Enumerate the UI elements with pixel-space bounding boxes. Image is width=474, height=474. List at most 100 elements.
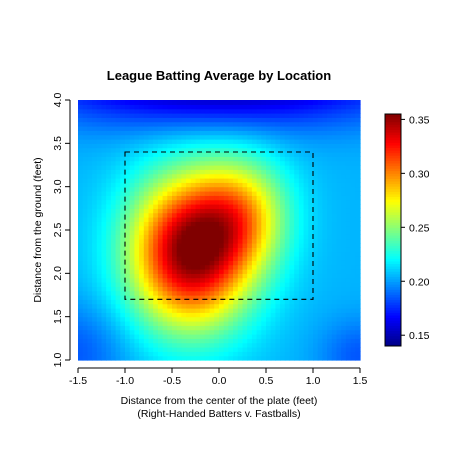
heatmap-cell [120,212,126,218]
heatmap-cell [261,100,267,105]
heatmap-cell [209,208,215,214]
heatmap-cell [284,152,291,157]
heatmap-cell [313,347,319,352]
heatmap-cell [125,230,131,235]
heatmap-cell [190,312,197,318]
heatmap-cell [336,178,342,183]
heatmap-cell [237,139,244,144]
heatmap-cell [280,251,286,257]
heatmap-cell [143,225,150,231]
heatmap-cell [303,277,309,283]
heatmap-cell [101,355,107,361]
heatmap-cell [341,160,347,166]
heatmap-cell [148,277,154,283]
colorbar-swatch [385,263,401,267]
heatmap-cell [223,121,229,127]
heatmap-cell [148,208,154,214]
heatmap-cell [275,325,281,331]
heatmap-cell [345,221,352,227]
heatmap-cell [350,260,356,266]
heatmap-cell [214,160,220,166]
heatmap-cell [153,199,159,205]
heatmap-cell [275,117,281,123]
heatmap-cell [223,329,229,335]
heatmap-cell [82,290,88,296]
heatmap-cell [345,277,352,283]
heatmap-cell [87,325,93,331]
heatmap-cell [294,100,300,105]
heatmap-cell [355,217,361,222]
heatmap-cell [345,182,352,188]
heatmap-cell [345,338,352,344]
heatmap-cell [87,243,93,248]
heatmap-cell [280,165,286,170]
heatmap-cell [172,134,178,140]
heatmap-cell [322,351,328,357]
heatmap-cell [195,195,201,201]
heatmap-cell [336,191,342,196]
heatmap-cell [190,325,197,331]
heatmap-cell [219,256,225,261]
heatmap-cell [115,308,121,313]
heatmap-cell [106,282,112,287]
heatmap-cell [223,286,229,292]
heatmap-cell [322,342,328,348]
heatmap-cell [219,126,225,131]
colorbar-swatch [385,157,401,161]
heatmap-cell [139,182,145,188]
heatmap-cell [275,108,281,114]
heatmap-cell [186,169,192,175]
heatmap-cell [228,108,234,114]
heatmap-cell [101,165,107,170]
heatmap-cell [261,273,267,279]
heatmap-cell [298,269,305,274]
heatmap-cell [313,325,319,331]
heatmap-cell [214,221,220,227]
heatmap-cell [172,347,178,352]
colorbar-swatch [385,201,401,205]
heatmap-cell [106,173,112,179]
heatmap-cell [345,173,352,179]
heatmap-cell [256,221,262,227]
heatmap-cell [317,100,323,105]
heatmap-cell [219,238,225,244]
heatmap-cell [298,147,305,153]
heatmap-cell [237,212,244,218]
heatmap-cell [256,260,262,266]
heatmap-cell [313,299,319,305]
heatmap-cell [261,117,267,123]
heatmap-cell [228,243,234,248]
heatmap-cell [284,256,291,261]
heatmap-cell [106,308,112,313]
heatmap-cell [195,321,201,326]
heatmap-cell [143,186,150,192]
heatmap-cell [289,130,295,136]
heatmap-cell [228,221,234,227]
heatmap-cell [87,143,93,149]
heatmap-cell [350,316,356,322]
heatmap-cell [233,113,239,118]
heatmap-cell [256,269,262,274]
colorbar-swatch [385,273,401,277]
heatmap-cell [350,295,356,300]
heatmap-cell [110,251,117,257]
heatmap-cell [120,238,126,244]
heatmap-cell [303,169,309,175]
heatmap-cell [303,256,309,261]
heatmap-cell [92,243,98,248]
heatmap-cell [350,342,356,348]
heatmap-cell [219,260,225,266]
heatmap-cell [115,316,121,322]
heatmap-cell [219,212,225,218]
heatmap-cell [266,303,272,309]
heatmap-cell [219,225,225,231]
heatmap-cell [204,325,211,331]
heatmap-cell [270,351,276,357]
heatmap-cell [317,312,323,318]
heatmap-cell [345,251,352,257]
heatmap-cell [308,347,314,352]
heatmap-cell [242,134,248,140]
heatmap-cell [101,243,107,248]
heatmap-cell [82,347,88,352]
heatmap-cell [125,273,131,279]
